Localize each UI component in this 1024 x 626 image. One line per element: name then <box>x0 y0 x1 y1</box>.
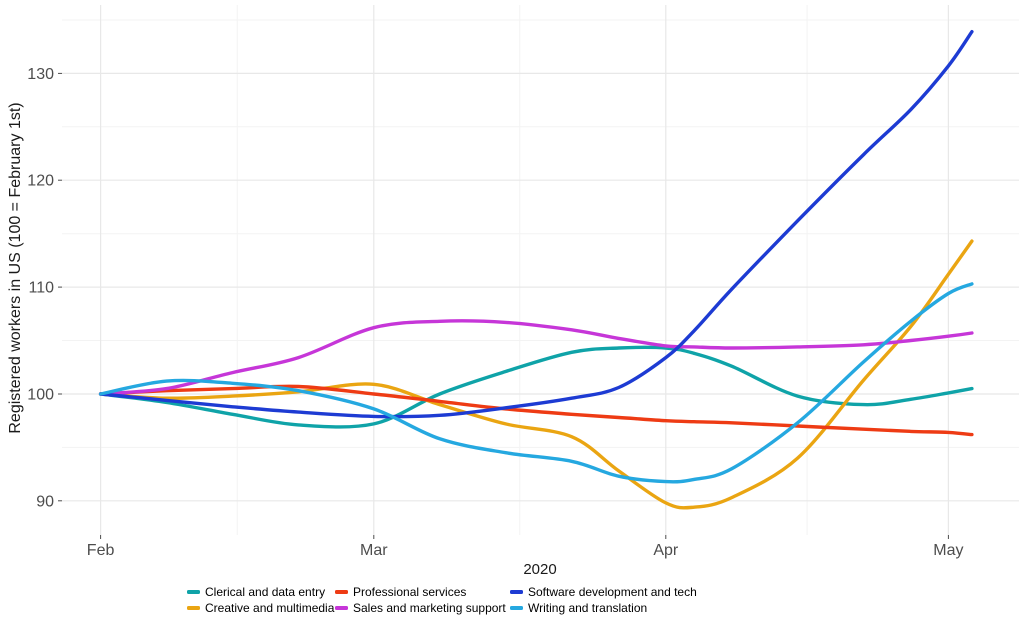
series-line-clerical-and-data-entry <box>98 345 974 429</box>
legend-item: Clerical and data entry <box>187 585 335 599</box>
y-axis-title: Registered workers in US (100 = February… <box>7 102 24 434</box>
legend-item: Creative and multimedia <box>187 601 335 615</box>
legend-key-swatch <box>335 606 348 610</box>
legend-label: Sales and marketing support <box>353 601 506 615</box>
legend-key-swatch <box>187 606 200 610</box>
legend-label: Creative and multimedia <box>205 601 335 615</box>
y-tick-label: 130 <box>27 66 54 83</box>
x-tick-label: Mar <box>360 542 388 559</box>
series-line-sales-and-marketing-support <box>98 319 974 396</box>
series-line-writing-and-translation <box>98 282 974 484</box>
y-tick-label: 110 <box>28 280 54 297</box>
x-axis-title: 2020 <box>523 561 557 578</box>
series-line-software-development-and-tech <box>98 30 974 419</box>
y-tick-label: 100 <box>27 387 54 404</box>
legend-item: Software development and tech <box>510 585 697 599</box>
legend-label: Professional services <box>353 585 467 599</box>
legend-label: Writing and translation <box>528 601 648 615</box>
series-line-creative-and-multimedia <box>98 239 974 510</box>
legend-label: Software development and tech <box>528 585 697 599</box>
legend-item: Writing and translation <box>510 601 697 615</box>
x-tick-label: Apr <box>653 542 679 559</box>
x-tick-label: May <box>933 542 963 559</box>
legend-key-swatch <box>335 590 348 594</box>
y-tick-label: 90 <box>36 493 54 510</box>
legend-item: Professional services <box>335 585 510 599</box>
legend-item: Sales and marketing support <box>335 601 510 615</box>
x-tick-label: Feb <box>87 542 115 559</box>
legend: Clerical and data entry Professional serv… <box>187 584 697 616</box>
legend-label: Clerical and data entry <box>205 585 326 599</box>
y-tick-label: 120 <box>27 173 54 190</box>
legend-key-swatch <box>187 590 200 594</box>
legend-key-swatch <box>510 606 523 610</box>
legend-key-swatch <box>510 590 523 594</box>
